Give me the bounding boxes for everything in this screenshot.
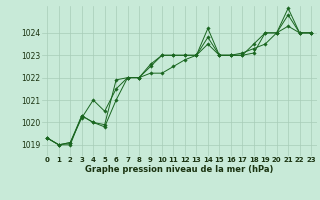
X-axis label: Graphe pression niveau de la mer (hPa): Graphe pression niveau de la mer (hPa)	[85, 165, 273, 174]
